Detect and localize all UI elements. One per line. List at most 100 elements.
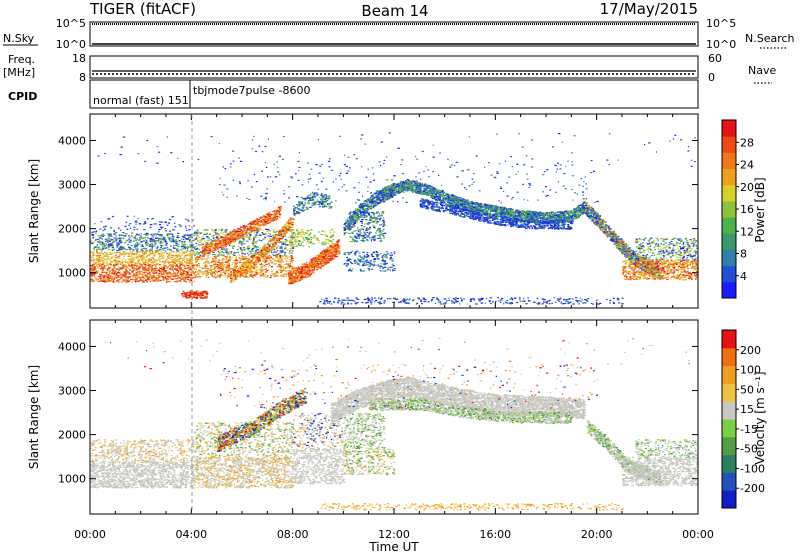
echo-point — [163, 279, 164, 280]
echo-point — [196, 251, 198, 252]
echo-point — [229, 260, 231, 261]
echo-point — [301, 276, 303, 277]
echo-point — [144, 251, 146, 252]
echo-point — [171, 261, 172, 262]
echo-point — [162, 248, 164, 249]
echo-point — [222, 232, 224, 233]
echo-point — [106, 275, 107, 276]
echo-point — [95, 233, 96, 234]
echo-point — [180, 281, 182, 282]
echo-point — [159, 238, 161, 239]
echo-point — [269, 230, 270, 231]
echo-point — [142, 272, 143, 273]
echo-point — [288, 256, 289, 257]
echo-point — [189, 265, 190, 266]
echo-point — [163, 278, 164, 279]
echo-point — [142, 280, 144, 281]
echo-point — [90, 260, 92, 261]
echo-point — [180, 279, 181, 280]
echo-point — [148, 243, 149, 244]
echo-point — [282, 261, 283, 262]
echo-point — [133, 270, 135, 271]
echo-point — [129, 256, 131, 257]
echo-point — [208, 277, 209, 278]
echo-point — [203, 263, 205, 264]
echo-point — [133, 277, 136, 278]
echo-point — [253, 239, 255, 240]
echo-point — [312, 192, 313, 193]
echo-point — [113, 273, 115, 274]
echo-point — [107, 277, 109, 278]
echo-point — [237, 237, 240, 238]
echo-point — [274, 217, 276, 218]
echo-point — [322, 263, 324, 264]
echo-point — [247, 253, 248, 254]
echo-point — [287, 250, 289, 251]
echo-point — [292, 281, 294, 282]
echo-point — [322, 197, 324, 198]
echo-point — [105, 265, 107, 266]
echo-point — [215, 255, 217, 256]
echo-point — [168, 238, 169, 239]
echo-point — [241, 274, 242, 275]
echo-point — [264, 265, 265, 266]
echo-point — [215, 243, 217, 244]
echo-point — [182, 245, 184, 246]
echo-point — [169, 219, 171, 220]
echo-point — [150, 227, 152, 228]
nsearch-label: N.Search — [745, 32, 795, 45]
echo-point — [111, 253, 113, 254]
echo-point — [167, 225, 169, 226]
echo-point — [174, 242, 176, 243]
echo-point — [219, 238, 221, 239]
echo-point — [296, 271, 298, 272]
echo-point — [127, 244, 128, 245]
echo-point — [278, 213, 280, 214]
echo-point — [187, 273, 188, 274]
echo-point — [208, 257, 210, 258]
echo-point — [276, 231, 277, 232]
echo-point — [196, 260, 197, 261]
echo-point — [272, 274, 274, 275]
echo-point — [125, 259, 126, 260]
echo-point — [171, 259, 172, 260]
echo-point — [220, 233, 222, 234]
echo-point — [108, 279, 110, 280]
echo-point — [319, 197, 321, 198]
echo-point — [151, 238, 153, 239]
echo-point — [287, 258, 288, 259]
echo-point — [168, 263, 169, 264]
echo-point — [111, 280, 112, 281]
echo-point — [240, 235, 241, 236]
echo-point — [133, 274, 135, 275]
echo-point — [110, 252, 112, 253]
echo-point — [196, 245, 197, 246]
echo-point — [257, 257, 259, 258]
echo-point — [252, 257, 253, 258]
echo-point — [282, 255, 283, 256]
echo-point — [154, 243, 156, 244]
echo-point — [288, 274, 289, 275]
echo-point — [243, 243, 245, 244]
echo-point — [255, 272, 257, 273]
echo-point — [238, 255, 240, 256]
echo-point — [292, 218, 293, 219]
echo-point — [153, 258, 154, 259]
echo-point — [256, 262, 259, 263]
echo-point — [94, 259, 95, 260]
echo-point — [143, 248, 144, 249]
echo-point — [275, 211, 277, 212]
echo-point — [292, 224, 294, 225]
echo-point — [93, 251, 94, 252]
echo-point — [215, 261, 217, 262]
echo-point — [128, 238, 130, 239]
echo-point — [338, 253, 341, 254]
echo-point — [161, 258, 162, 259]
echo-point — [113, 241, 115, 242]
echo-point — [135, 237, 137, 238]
echo-point — [129, 265, 131, 266]
echo-point — [204, 273, 206, 274]
echo-point — [266, 258, 267, 259]
echo-point — [267, 270, 269, 271]
echo-point — [172, 259, 174, 260]
